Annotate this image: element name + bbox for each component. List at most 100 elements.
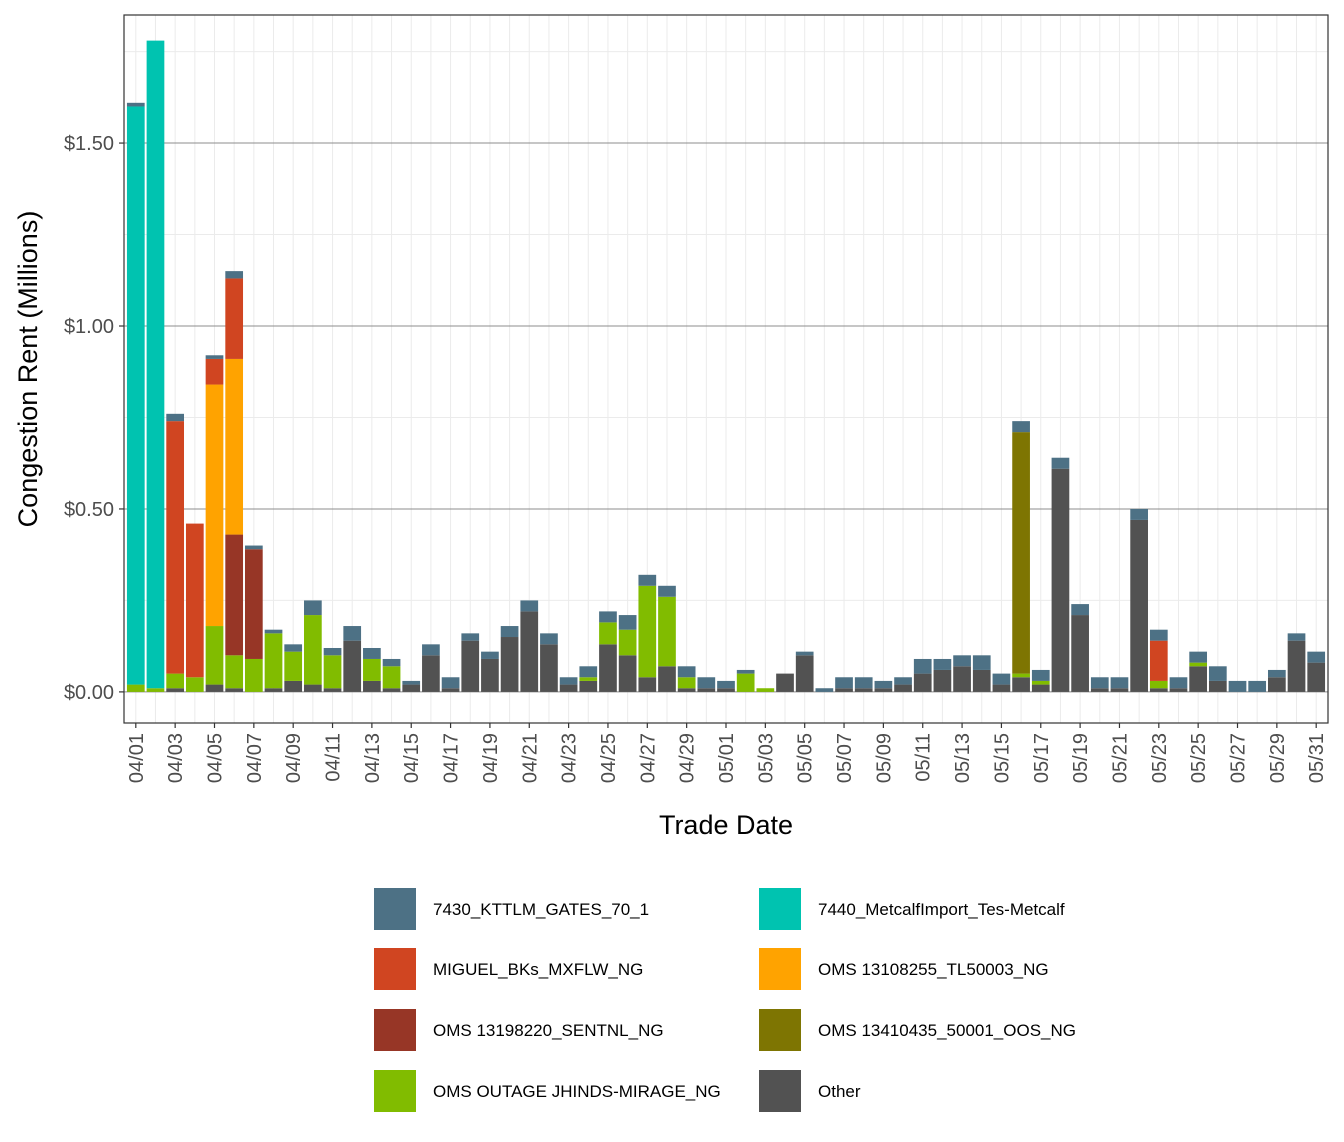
bar-segment bbox=[953, 666, 971, 692]
bar-segment bbox=[658, 596, 676, 667]
bar-segment bbox=[1267, 677, 1286, 692]
bar-segment bbox=[126, 106, 145, 685]
bar-segment bbox=[874, 680, 893, 689]
bar-segment bbox=[166, 688, 185, 692]
bar-segment bbox=[225, 271, 244, 279]
bar-segment bbox=[854, 688, 873, 692]
bar-segment bbox=[736, 669, 755, 674]
bar-segment bbox=[402, 680, 421, 685]
bar-segment bbox=[579, 677, 598, 681]
x-tick-label: 05/29 bbox=[1267, 733, 1289, 783]
bar-segment bbox=[559, 684, 578, 692]
bar-segment bbox=[185, 523, 204, 678]
bar-segment bbox=[1228, 680, 1247, 692]
bar-segment bbox=[185, 677, 204, 692]
bar-segment bbox=[382, 666, 401, 689]
y-axis: $0.00 $0.50 $1.00 $1.50 bbox=[64, 133, 124, 704]
bar-segment bbox=[540, 644, 558, 692]
bar-segment bbox=[500, 626, 519, 638]
x-tick-label: 04/25 bbox=[598, 733, 620, 783]
bar-segment bbox=[1031, 684, 1050, 692]
bar-segment bbox=[579, 666, 598, 678]
y-axis-title: Congestion Rent (Millions) bbox=[13, 211, 43, 528]
bar-segment bbox=[205, 384, 224, 627]
bar-segment bbox=[1287, 633, 1306, 641]
bar-segment bbox=[913, 658, 932, 674]
bar-segment bbox=[244, 545, 263, 550]
bar-segment bbox=[520, 600, 539, 612]
x-tick-label: 05/15 bbox=[991, 733, 1013, 783]
x-tick-label: 04/19 bbox=[480, 733, 502, 783]
bar-segment bbox=[284, 651, 303, 681]
bar-segment bbox=[1307, 662, 1326, 692]
bar-segment bbox=[1208, 666, 1227, 681]
x-tick-label: 05/27 bbox=[1228, 733, 1250, 783]
bar-segment bbox=[1012, 673, 1030, 678]
bar-segment bbox=[677, 666, 696, 678]
bar-segment bbox=[441, 677, 460, 689]
legend-swatch bbox=[374, 1009, 416, 1051]
legend-label: 7440_MetcalfImport_Tes-Metcalf bbox=[818, 900, 1065, 919]
legend-label: Other bbox=[818, 1082, 861, 1101]
bar-segment bbox=[756, 688, 775, 692]
x-tick-label: 05/01 bbox=[716, 733, 738, 783]
bar-segment bbox=[422, 655, 440, 692]
bars-layer bbox=[126, 40, 1326, 692]
bar-segment bbox=[1189, 666, 1208, 692]
bar-segment bbox=[205, 684, 224, 692]
x-tick-label: 04/21 bbox=[519, 733, 541, 783]
bar-segment bbox=[343, 626, 362, 641]
bar-segment bbox=[166, 413, 185, 422]
bar-segment bbox=[1149, 629, 1168, 641]
bar-segment bbox=[540, 633, 558, 645]
bar-segment bbox=[166, 673, 185, 689]
bar-segment bbox=[1149, 640, 1168, 681]
bar-segment bbox=[1071, 615, 1089, 692]
bar-segment bbox=[795, 655, 814, 692]
x-tick-label: 05/05 bbox=[795, 733, 817, 783]
bar-segment bbox=[1248, 680, 1267, 692]
x-tick-label: 04/01 bbox=[126, 733, 148, 783]
bar-segment bbox=[205, 626, 224, 685]
bar-segment bbox=[1051, 468, 1070, 692]
x-tick-label: 05/13 bbox=[952, 733, 974, 783]
bar-segment bbox=[304, 684, 322, 692]
bar-segment bbox=[815, 688, 834, 692]
bar-segment bbox=[736, 673, 755, 692]
bar-segment bbox=[323, 647, 342, 656]
legend-swatch bbox=[759, 948, 801, 990]
bar-segment bbox=[500, 637, 519, 692]
bar-segment bbox=[559, 677, 578, 685]
x-tick-label: 04/27 bbox=[637, 733, 659, 783]
bar-segment bbox=[244, 658, 263, 692]
bar-segment bbox=[225, 358, 244, 535]
legend-label: 7430_KTTLM_GATES_70_1 bbox=[433, 900, 649, 919]
bar-segment bbox=[835, 688, 853, 692]
bar-segment bbox=[638, 677, 657, 692]
bar-segment bbox=[618, 655, 637, 692]
x-tick-label: 05/09 bbox=[873, 733, 895, 783]
legend: 7430_KTTLM_GATES_70_1 7440_MetcalfImport_… bbox=[374, 888, 1076, 1112]
bar-segment bbox=[166, 421, 185, 674]
bar-segment bbox=[382, 658, 401, 667]
bar-segment bbox=[894, 677, 912, 685]
x-tick-label: 05/31 bbox=[1306, 733, 1328, 783]
x-tick-label: 04/07 bbox=[244, 733, 266, 783]
bar-segment bbox=[913, 673, 932, 692]
x-tick-label: 04/15 bbox=[401, 733, 423, 783]
bar-segment bbox=[461, 633, 480, 641]
bar-segment bbox=[795, 651, 814, 656]
bar-segment bbox=[461, 640, 480, 692]
bar-segment bbox=[363, 647, 381, 659]
bar-segment bbox=[953, 655, 971, 667]
x-tick-label: 05/17 bbox=[1031, 733, 1053, 783]
bar-segment bbox=[382, 688, 401, 692]
legend-swatch bbox=[759, 888, 801, 930]
bar-segment bbox=[933, 669, 952, 692]
bar-segment bbox=[717, 680, 735, 689]
bar-segment bbox=[579, 680, 598, 692]
bar-segment bbox=[264, 633, 283, 689]
x-tick-label: 05/23 bbox=[1149, 733, 1171, 783]
x-tick-label: 04/05 bbox=[204, 733, 226, 783]
